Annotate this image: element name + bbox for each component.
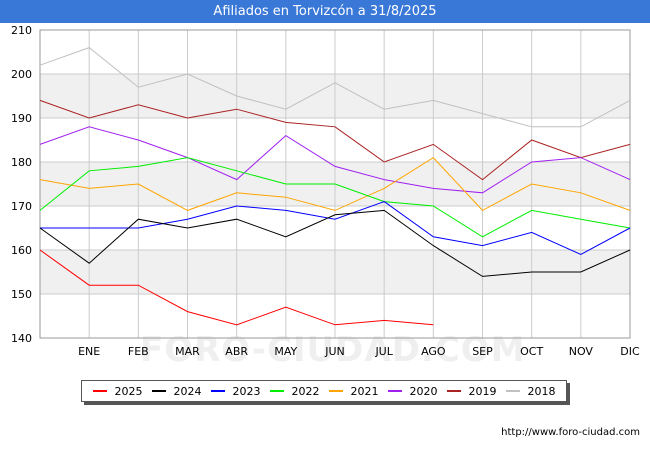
legend-swatch bbox=[387, 390, 402, 392]
legend-swatch bbox=[446, 390, 461, 392]
legend-item-2023: 2023 bbox=[210, 384, 261, 398]
legend-swatch bbox=[151, 390, 166, 392]
legend-swatch bbox=[505, 390, 520, 392]
x-tick-label: SEP bbox=[472, 345, 493, 358]
legend-item-2020: 2020 bbox=[387, 384, 438, 398]
watermark: FORO-CIUDAD.COM bbox=[140, 330, 526, 370]
legend-swatch bbox=[328, 390, 343, 392]
x-tick-label: MAR bbox=[175, 345, 200, 358]
y-tick-label: 170 bbox=[11, 200, 32, 213]
legend-label: 2019 bbox=[468, 384, 497, 398]
series-line-2021 bbox=[39, 156, 631, 212]
series-line-2023 bbox=[40, 201, 631, 255]
series-line-2022 bbox=[39, 157, 631, 238]
y-tick-label: 190 bbox=[11, 112, 32, 125]
x-tick-label: MAY bbox=[274, 345, 297, 358]
series-line-2020 bbox=[39, 126, 631, 194]
y-tick-label: 160 bbox=[11, 244, 32, 257]
series-line-2019 bbox=[39, 99, 631, 181]
plot-frame bbox=[39, 29, 631, 339]
legend-swatch bbox=[210, 390, 225, 392]
legend-label: 2021 bbox=[350, 384, 379, 398]
x-tick-label: DIC bbox=[620, 345, 640, 358]
x-tick-label: OCT bbox=[520, 345, 543, 358]
legend-label: 2024 bbox=[173, 384, 202, 398]
y-tick-label: 140 bbox=[11, 332, 32, 345]
legend-label: 2025 bbox=[114, 384, 143, 398]
legend-label: 2018 bbox=[527, 384, 556, 398]
legend-item-2024: 2024 bbox=[151, 384, 202, 398]
y-tick-label: 200 bbox=[11, 68, 32, 81]
chart-title: Afiliados en Torvizcón a 31/8/2025 bbox=[0, 0, 650, 23]
chart-legend: 2025 2024 2023 2022 2021 2020 2019 2018 bbox=[81, 380, 567, 402]
legend-item-2021: 2021 bbox=[328, 384, 379, 398]
legend-item-2025: 2025 bbox=[92, 384, 143, 398]
series-line-2025 bbox=[39, 249, 434, 326]
x-tick-label: AGO bbox=[421, 345, 446, 358]
legend-swatch bbox=[92, 390, 107, 392]
legend-item-2018: 2018 bbox=[505, 384, 556, 398]
x-tick-label: JUL bbox=[374, 345, 393, 358]
y-tick-label: 150 bbox=[11, 288, 32, 301]
x-tick-label: NOV bbox=[569, 345, 594, 358]
y-tick-label: 180 bbox=[11, 156, 32, 169]
legend-label: 2022 bbox=[291, 384, 320, 398]
legend-item-2022: 2022 bbox=[269, 384, 320, 398]
y-tick-label: 210 bbox=[11, 24, 32, 37]
series-line-2024 bbox=[39, 209, 631, 277]
legend-label: 2020 bbox=[409, 384, 438, 398]
legend-label: 2023 bbox=[232, 384, 261, 398]
series-line-2018 bbox=[39, 47, 631, 128]
x-tick-label: ABR bbox=[225, 345, 248, 358]
x-tick-label: JUN bbox=[324, 345, 345, 358]
legend-item-2019: 2019 bbox=[446, 384, 497, 398]
x-tick-label: FEB bbox=[128, 345, 149, 358]
x-tick-label: ENE bbox=[78, 345, 100, 358]
source-url: http://www.foro-ciudad.com bbox=[501, 427, 640, 438]
legend-swatch bbox=[269, 390, 284, 392]
